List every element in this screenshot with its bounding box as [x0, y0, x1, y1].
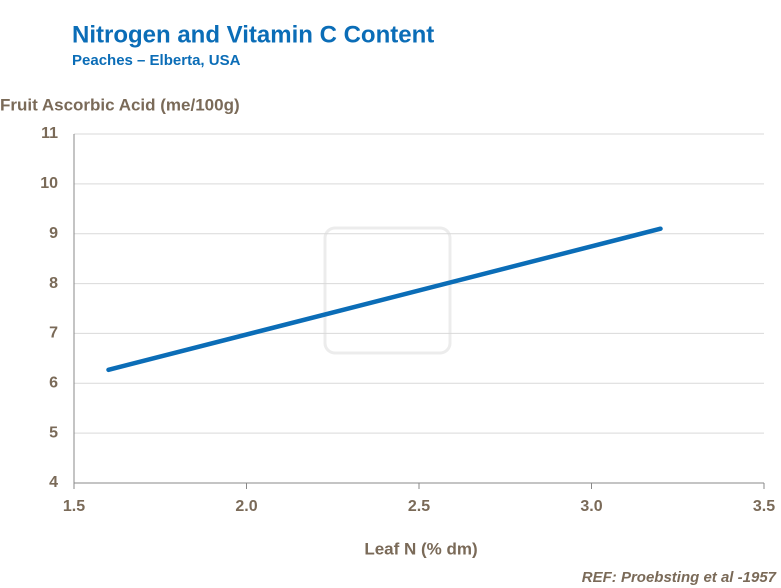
- y-tick-label: 11: [41, 125, 58, 142]
- y-tick-label: 7: [49, 325, 58, 342]
- reference: REF: Proebsting et al -1957: [582, 569, 777, 586]
- x-tick-label: 3.0: [580, 498, 602, 515]
- x-axis-label: Leaf N (% dm): [364, 539, 477, 558]
- y-tick-label: 8: [49, 275, 58, 292]
- x-tick-label: 3.5: [753, 498, 775, 515]
- y-axis-label: Fruit Ascorbic Acid (me/100g): [0, 95, 240, 114]
- data-line: [106, 226, 663, 373]
- x-tick-label: 2.5: [408, 498, 430, 515]
- y-tick-label: 9: [49, 225, 58, 242]
- y-tick-label: 4: [49, 474, 58, 491]
- chart-subtitle: Peaches – Elberta, USA: [72, 52, 241, 69]
- y-tick-label: 5: [49, 424, 58, 441]
- y-tick-label: 6: [49, 375, 58, 392]
- watermark: [323, 226, 452, 355]
- x-tick-label: 2.0: [235, 498, 257, 515]
- chart-title: Nitrogen and Vitamin C Content: [72, 21, 434, 48]
- x-tick-label: 1.5: [63, 498, 85, 515]
- y-tick-label: 10: [40, 175, 58, 192]
